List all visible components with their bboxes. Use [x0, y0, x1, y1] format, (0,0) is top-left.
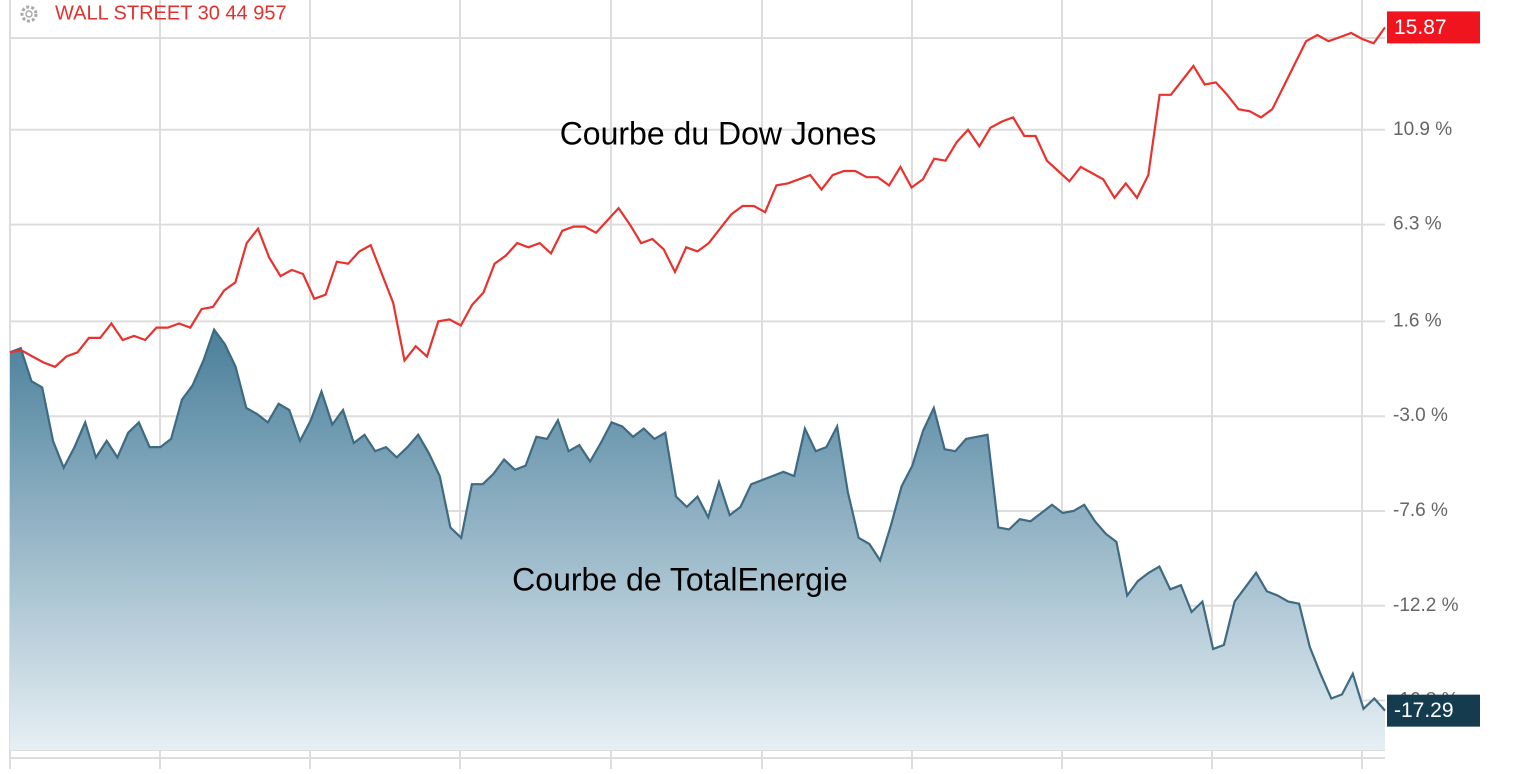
annotation: Courbe de TotalEnergie — [512, 561, 848, 597]
chart-title: WALL STREET 30 44 957 — [55, 2, 287, 24]
y-tick-label: 10.9 % — [1393, 119, 1452, 140]
y-tick-label: -3.0 % — [1393, 405, 1448, 426]
area — [10, 329, 1385, 750]
last-value-label: 15.87 — [1394, 16, 1447, 39]
y-tick-label: 1.6 % — [1393, 310, 1442, 331]
y-tick-label: -7.6 % — [1393, 500, 1448, 521]
annotation: Courbe du Dow Jones — [560, 115, 877, 151]
y-tick-label: 6.3 % — [1393, 214, 1442, 235]
last-value-box — [1387, 694, 1480, 727]
last-value-label: -17.29 — [1394, 699, 1454, 722]
y-tick-label: -12.2 % — [1393, 595, 1459, 616]
line — [9, 26, 1386, 369]
settings-icon[interactable] — [20, 5, 38, 23]
last-value-box — [1387, 11, 1480, 44]
line — [9, 327, 1386, 712]
